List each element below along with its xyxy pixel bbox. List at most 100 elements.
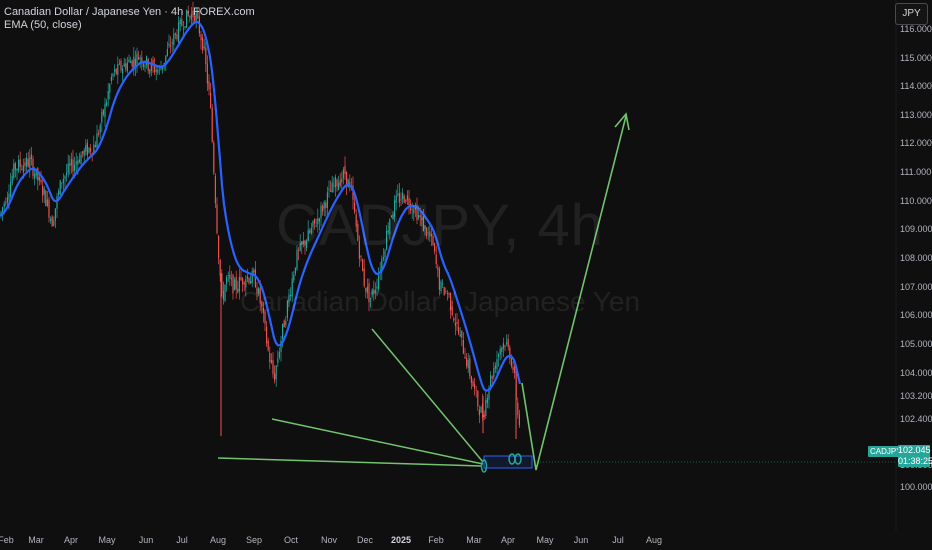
candle-body — [131, 60, 133, 67]
candle-body — [310, 228, 312, 233]
candle — [432, 233, 434, 247]
candle — [274, 365, 276, 384]
candle — [320, 201, 322, 227]
candle-body — [307, 229, 309, 242]
candle — [416, 197, 418, 225]
candle-body — [491, 376, 493, 379]
candle — [43, 185, 45, 203]
candle — [317, 208, 319, 233]
candle — [58, 188, 60, 199]
low-marker-apr-2[interactable] — [514, 453, 522, 465]
time-tick-label: Feb — [428, 535, 444, 545]
candle — [51, 215, 53, 227]
candle-body — [392, 214, 394, 219]
candle — [285, 316, 287, 328]
candle-body — [168, 43, 170, 46]
candle-body — [123, 63, 125, 67]
candle — [371, 288, 373, 298]
candle-body — [349, 181, 351, 185]
candle — [286, 299, 288, 321]
candle — [494, 362, 496, 373]
currency-button[interactable]: JPY — [895, 3, 928, 25]
candle-body — [82, 151, 84, 154]
candle — [470, 375, 472, 390]
candle — [184, 26, 186, 30]
candle-body — [317, 218, 319, 224]
candle-body — [235, 277, 237, 290]
candle-body — [45, 190, 47, 207]
candle-body — [251, 271, 253, 284]
candle-body — [466, 358, 468, 367]
trendline-aug-to-mar[interactable] — [217, 457, 483, 467]
candle-body — [0, 211, 2, 216]
candle — [302, 232, 304, 248]
candle-body — [56, 196, 58, 209]
candle-body — [323, 201, 325, 209]
candle-body — [296, 249, 298, 270]
candle — [136, 47, 138, 73]
candle — [176, 29, 178, 42]
candle-body — [502, 343, 504, 349]
candle-body — [136, 53, 138, 64]
candle — [283, 319, 285, 328]
price-tick-label: 108.000 — [900, 253, 932, 263]
candle-body — [43, 188, 45, 195]
symbol-title[interactable]: Canadian Dollar / Japanese Yen · 4h · FO… — [4, 6, 255, 18]
candle-body — [472, 381, 474, 387]
candle-body — [272, 360, 274, 375]
candle — [360, 255, 362, 262]
support-zone-box[interactable] — [483, 455, 533, 469]
candle — [426, 226, 428, 240]
trendline-drawings[interactable] — [217, 112, 896, 473]
candle — [394, 195, 396, 222]
price-tick-label: 110.000 — [900, 196, 932, 206]
trendline-dec-to-mar[interactable] — [371, 328, 484, 463]
candle-body — [16, 168, 18, 171]
price-tick-label: 114.000 — [900, 81, 932, 91]
candle — [104, 97, 106, 127]
candle-body — [318, 218, 320, 222]
candle-body — [477, 391, 479, 407]
candle-body — [166, 49, 168, 56]
projection-arrowhead[interactable] — [614, 112, 630, 131]
candle — [430, 226, 432, 246]
candle-body — [451, 306, 453, 316]
candle-body — [504, 345, 506, 348]
candle — [219, 258, 221, 282]
candle-body — [312, 221, 314, 228]
candle-body — [218, 235, 220, 259]
candle-body — [181, 18, 183, 26]
candle-body — [107, 90, 109, 100]
candle-body — [474, 384, 476, 389]
ema-indicator-label[interactable]: EMA (50, close) — [4, 19, 82, 31]
candle-body — [179, 19, 181, 25]
candle-body — [453, 318, 455, 321]
candle — [442, 279, 444, 288]
candle — [325, 200, 327, 217]
low-marker-mar[interactable] — [480, 459, 488, 473]
trendline-sep-to-mar[interactable] — [271, 418, 484, 465]
candle-body — [462, 339, 464, 354]
candle — [256, 281, 258, 301]
candle — [118, 59, 120, 66]
candle — [438, 266, 440, 296]
candle-body — [298, 249, 300, 251]
candle-body — [152, 59, 154, 66]
candle — [342, 166, 344, 185]
candle — [61, 182, 63, 189]
candle — [211, 104, 213, 144]
candle — [493, 361, 495, 380]
candle-body — [230, 278, 232, 280]
candle-body — [5, 202, 7, 204]
projection-path[interactable] — [521, 115, 627, 471]
candle-body — [221, 273, 223, 292]
candle-body — [171, 42, 173, 44]
candle — [27, 151, 29, 168]
candle-body — [501, 347, 503, 352]
candle — [11, 168, 13, 186]
candle-body — [120, 60, 122, 71]
candle-body — [344, 165, 346, 175]
candle-body — [342, 169, 344, 179]
candle — [461, 330, 463, 347]
